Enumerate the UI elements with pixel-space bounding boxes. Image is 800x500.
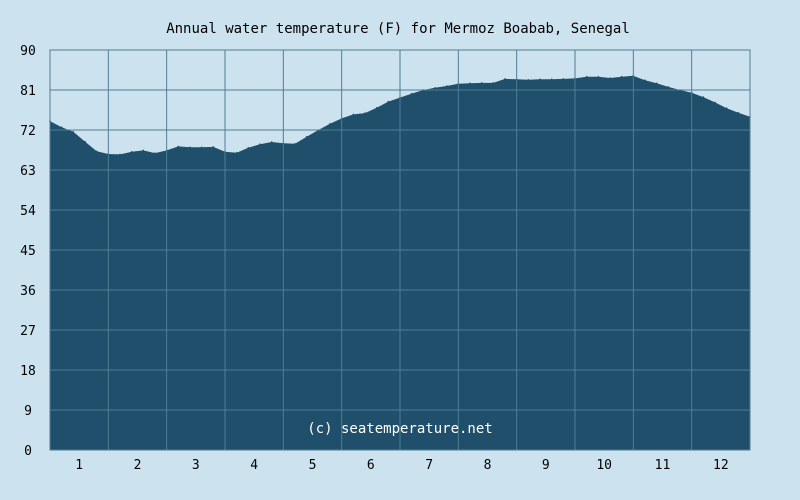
data-point <box>72 131 75 133</box>
y-tick-label: 9 <box>24 404 32 419</box>
data-point <box>667 86 670 88</box>
data-point <box>154 152 156 154</box>
data-point <box>504 78 506 80</box>
data-point <box>702 96 705 98</box>
x-tick-label: 4 <box>250 458 258 473</box>
x-tick-label: 3 <box>192 458 200 473</box>
y-tick-label: 27 <box>20 324 36 339</box>
data-point <box>620 75 623 78</box>
data-point <box>375 107 378 109</box>
x-tick-label: 10 <box>596 458 612 473</box>
data-point <box>434 87 436 89</box>
data-point <box>609 77 611 79</box>
y-tick-label: 36 <box>20 284 36 299</box>
data-point <box>235 151 238 154</box>
y-tick-label: 81 <box>20 84 36 99</box>
x-tick-label: 8 <box>484 458 492 473</box>
data-point <box>410 92 413 95</box>
x-tick-label: 6 <box>367 458 375 473</box>
data-point <box>725 107 728 109</box>
y-tick-label: 45 <box>20 244 36 259</box>
data-point <box>329 123 331 125</box>
y-tick-label: 18 <box>20 364 36 379</box>
y-tick-label: 72 <box>20 124 36 139</box>
data-point <box>119 153 121 156</box>
plot-border <box>49 49 751 451</box>
data-point <box>585 75 588 78</box>
watermark-text: (c) seatemperature.net <box>307 421 492 437</box>
data-point <box>189 146 191 149</box>
x-tick-label: 5 <box>309 458 317 473</box>
data-point <box>364 112 366 114</box>
data-point <box>247 147 250 149</box>
data-point <box>294 143 296 145</box>
data-point <box>539 78 541 81</box>
y-tick-label: 0 <box>24 444 32 459</box>
x-tick-label: 7 <box>425 458 433 473</box>
data-point <box>714 101 716 104</box>
x-tick-label: 2 <box>134 458 142 473</box>
data-point <box>259 143 261 145</box>
data-point <box>469 82 471 85</box>
y-tick-label: 54 <box>20 204 36 219</box>
data-point <box>270 141 273 143</box>
x-tick-label: 1 <box>75 458 83 473</box>
data-point <box>130 151 133 153</box>
data-point <box>305 135 308 138</box>
y-tick-label: 63 <box>20 164 36 179</box>
data-point <box>177 145 180 148</box>
data-point <box>60 126 63 129</box>
data-point <box>480 82 483 84</box>
data-point <box>562 78 565 80</box>
x-tick-label: 9 <box>542 458 550 473</box>
data-point <box>655 82 658 85</box>
data-point <box>492 82 495 84</box>
data-point <box>597 75 600 78</box>
data-point <box>142 149 145 152</box>
data-point <box>352 113 355 116</box>
data-point <box>527 79 530 81</box>
data-point <box>84 140 86 143</box>
data-point <box>200 146 203 149</box>
data-point <box>737 111 740 114</box>
data-point <box>212 146 215 148</box>
y-tick-label: 90 <box>20 44 36 59</box>
data-point <box>95 150 98 153</box>
chart-title: Annual water temperature (F) for Mermoz … <box>166 21 630 37</box>
data-point <box>550 78 553 81</box>
x-tick-label: 12 <box>713 458 729 473</box>
x-tick-label: 11 <box>655 458 671 473</box>
grid-layer <box>49 49 751 451</box>
data-point <box>387 100 390 103</box>
data-point <box>445 85 448 87</box>
data-point <box>644 79 646 81</box>
